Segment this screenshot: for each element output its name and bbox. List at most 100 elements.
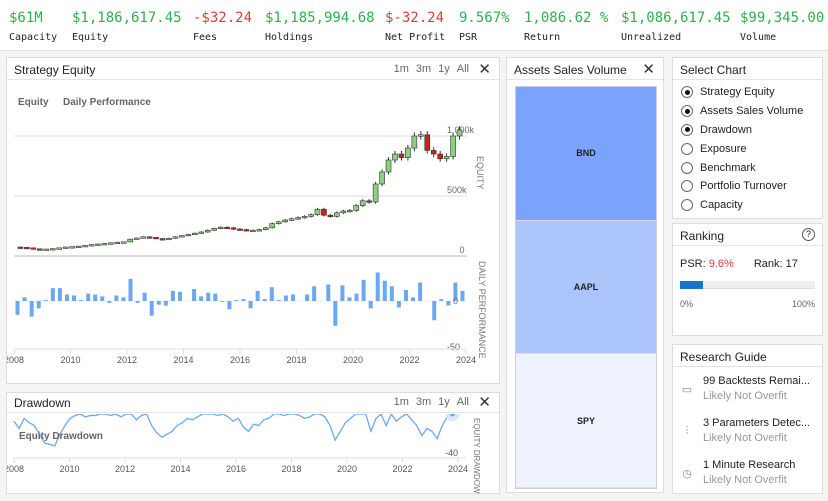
help-icon[interactable]: ? [802,228,815,241]
radio-icon[interactable] [681,199,693,212]
guide-status: Likely Not Overfit [703,432,787,444]
select-chart-panel: Select Chart Strategy Equity Assets Sales… [672,57,823,219]
candle [56,247,63,250]
candle [133,237,140,240]
radio-icon[interactable] [681,123,693,136]
performance-bar [163,301,168,306]
research-guide-item[interactable]: ⫶ 3 Parameters Detec... Likely Not Overfit [673,409,822,451]
candle [237,228,243,231]
chart-option-benchmark[interactable]: Benchmark [673,158,822,177]
candle [334,212,340,217]
range-1y[interactable]: 1y [438,396,450,408]
stat-value: $99,345.00 [740,10,825,26]
candle [230,227,237,230]
radio-icon[interactable] [681,180,693,193]
ranking-panel: Ranking ? PSR: 9.6% Rank: 17 0% 100% [672,223,823,336]
performance-bar [72,295,77,301]
x-tick-label: 2024 [456,355,476,365]
stat-value: $61M [9,10,43,26]
clock-icon: ◷ [682,468,692,480]
stat-value: $1,086,617.45 [621,10,731,26]
performance-bar [29,301,34,317]
asset-segment-aapl[interactable]: AAPL [516,220,656,355]
performance-bar [389,286,394,301]
stat-psr: 9.567% PSR [459,10,510,43]
candle [353,205,360,211]
guide-title: 3 Parameters Detec... [703,417,810,429]
chart-option-portfolio-turnover[interactable]: Portfolio Turnover [673,177,822,196]
candle [340,210,347,214]
x-tick-label: 2010 [59,464,79,474]
candle [392,153,398,161]
x-tick-label: 2024 [448,464,468,474]
range-1m[interactable]: 1m [393,63,409,75]
close-icon[interactable]: ✕ [478,61,491,78]
research-guide-item[interactable]: ▭ 99 Backtests Remai... Likely Not Overfit [673,367,822,409]
candle [17,246,24,249]
range-1m[interactable]: 1m [393,396,409,408]
performance-bar [418,282,423,301]
x-tick-label: 2020 [343,355,363,365]
range-selector: 1m 3m 1y All [387,396,469,408]
stat-label: Net Profit [385,32,446,43]
range-all[interactable]: All [456,63,469,75]
candle [30,247,37,250]
candle [166,237,172,241]
stat-value: 9.567% [459,10,510,26]
radio-icon[interactable] [681,142,693,155]
radio-icon[interactable] [681,161,693,174]
performance-bar [333,301,338,326]
radio-icon[interactable] [681,86,693,99]
performance-bar [206,292,211,301]
chart-option-exposure[interactable]: Exposure [673,139,822,158]
stat-label: Unrealized [621,32,682,43]
research-guide-item[interactable]: ◷ 1 Minute Research Likely Not Overfit [673,451,822,493]
performance-bar [199,296,204,301]
performance-bar [22,297,27,301]
chart-option-strategy-equity[interactable]: Strategy Equity [673,83,822,102]
performance-bar [411,297,416,301]
chart-option-capacity[interactable]: Capacity [673,196,822,215]
performance-bar [64,294,69,301]
panel-title: Research Guide [680,350,767,364]
range-3m[interactable]: 3m [415,396,432,408]
candle [437,153,443,160]
asset-segment-spy[interactable]: SPY [516,354,656,488]
range-1y[interactable]: 1y [438,63,450,75]
candle [49,248,56,251]
chart-option-drawdown[interactable]: Drawdown [673,121,822,140]
perf-tick-label: 0 [453,296,458,306]
chart-option-assets-sales-volume[interactable]: Assets Sales Volume [673,102,822,121]
perf-axis-title: DAILY PERFORMANCE [477,261,487,359]
radio-icon[interactable] [681,105,693,118]
battery-icon: ▭ [681,384,693,396]
performance-bar [149,301,154,316]
panel-title: Select Chart [680,63,747,77]
stat-volume: $99,345.00 Volume [740,10,824,43]
performance-bar [79,300,84,301]
range-all[interactable]: All [456,396,469,408]
guide-title: 99 Backtests Remai... [703,375,810,387]
candle [456,129,463,137]
x-tick-label: 2008 [7,464,24,474]
close-icon[interactable]: ✕ [642,61,655,78]
performance-bar [368,301,373,309]
stat-value: 1,086.62 % [524,10,609,26]
stat-unrealized: $1,086,617.45 Unrealized [621,10,731,43]
candle [379,171,385,185]
performance-bar [290,294,295,301]
candle [82,245,88,248]
range-3m[interactable]: 3m [415,63,432,75]
stat-value: $1,186,617.45 [72,10,182,26]
equity-axis-title: EQUITY [475,156,485,190]
drawdown-line [13,414,453,447]
candle [192,232,198,235]
performance-bar [262,299,267,301]
asset-segment-bnd[interactable]: BND [516,87,656,221]
stat-value: -$32.24 [193,10,253,26]
close-icon[interactable]: ✕ [478,394,491,411]
assets-sales-volume-panel: Assets Sales Volume ✕ BND AAPL SPY [506,57,664,493]
panel-title: Ranking [680,229,725,243]
stat-label: Equity [72,32,109,43]
candle [295,217,301,220]
